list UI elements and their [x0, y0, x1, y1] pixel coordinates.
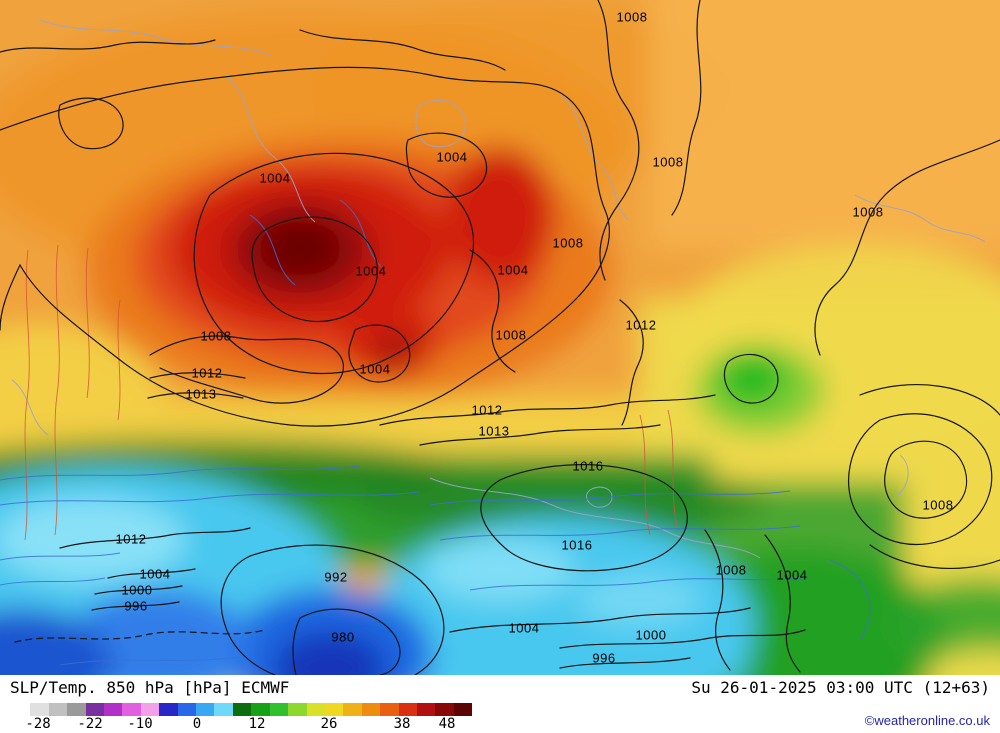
isobar-layer: [0, 0, 1000, 675]
legend-color-step: [288, 703, 307, 716]
valid-time: Su 26-01-2025 03:00 UTC (12+63): [691, 678, 990, 697]
legend-tick: 38: [393, 716, 411, 732]
legend-color-step: [48, 703, 68, 716]
legend-tick: 26: [320, 716, 338, 732]
legend-tick: -10: [127, 716, 153, 732]
legend-color-step: [232, 703, 252, 716]
map-area: 1008 1004 1004 1008 1008 1008 1004 1004 1008 1008…: [0, 0, 1000, 675]
weather-map-svg: [0, 0, 1000, 675]
legend-color-step: [324, 703, 344, 716]
legend-color-step: [196, 703, 215, 716]
red-contour-layer: [24, 244, 679, 541]
legend-row: -28 -22 -10 0 12 26 38 48 ©weatheronline.co.uk: [0, 700, 1000, 733]
legend-color-step: [122, 703, 141, 716]
legend-tick: 48: [438, 716, 456, 732]
legend-tick: -22: [77, 716, 103, 732]
legend-color-step: [30, 703, 49, 716]
legend-color-step: [343, 703, 362, 716]
legend-color-step: [251, 703, 270, 716]
legend-tick: 12: [248, 716, 266, 732]
legend-color-step: [306, 703, 325, 716]
legend-color-step: [177, 703, 197, 716]
legend-color-step: [140, 703, 160, 716]
legend-color-step: [398, 703, 417, 716]
temperature-field: [0, 0, 1000, 675]
legend-color-step: [214, 703, 233, 716]
legend-color-step: [435, 703, 454, 716]
legend-color-step: [453, 703, 473, 716]
copyright-link[interactable]: ©weatheronline.co.uk: [864, 713, 990, 728]
blue-contour-layer: [0, 199, 871, 666]
legend-color-step: [104, 703, 123, 716]
legend-color-step: [85, 703, 105, 716]
chart-title: SLP/Temp. 850 hPa [hPa] ECMWF: [10, 678, 290, 697]
footer-bar: SLP/Temp. 850 hPa [hPa] ECMWF Su 26-01-2…: [0, 675, 1000, 700]
legend-color-step: [269, 703, 289, 716]
legend-tick: -28: [25, 716, 51, 732]
legend-color-step: [159, 703, 178, 716]
legend-tick: 0: [192, 716, 202, 732]
temperature-scale-ticks: -28 -22 -10 0 12 26 38 48: [0, 700, 1000, 733]
legend-color-step: [361, 703, 381, 716]
legend-color-step: [380, 703, 399, 716]
temperature-scale-bar: [12, 703, 473, 716]
legend-color-step: [67, 703, 86, 716]
legend-color-step: [12, 703, 31, 716]
legend-color-step: [416, 703, 436, 716]
